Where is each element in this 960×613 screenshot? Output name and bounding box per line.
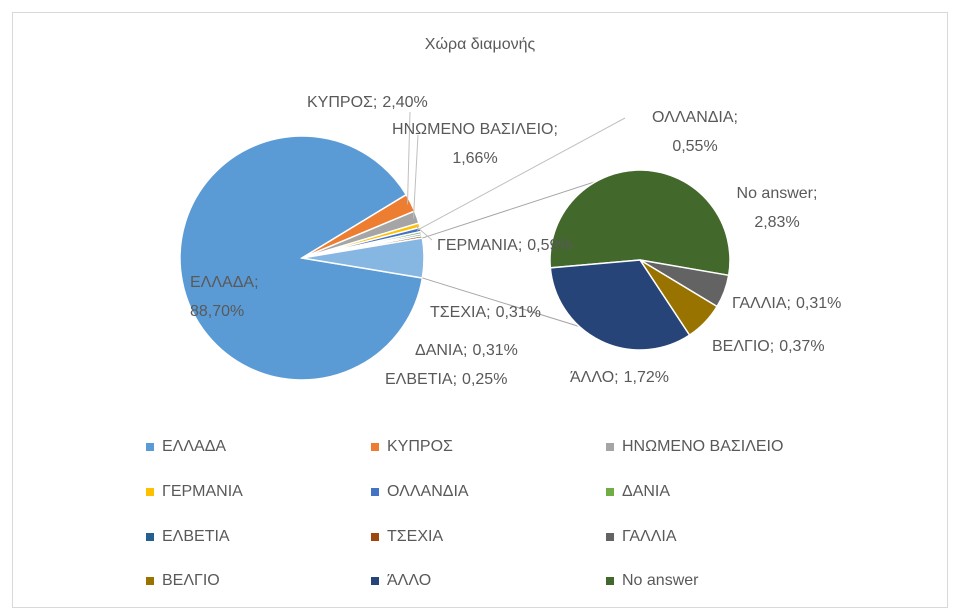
legend-label: ΕΛΒΕΤΙΑ [162,528,230,545]
legend-swatch [371,488,379,496]
label-value: 2,83% [754,214,799,231]
label-category: No answer [737,185,814,202]
legend-label: ΆΛΛΟ [387,572,431,589]
label-value: 0,31% [472,342,517,359]
label-separator: ; [373,94,377,111]
label-separator: ; [486,304,490,321]
label-separator: ; [554,121,558,138]
legend-swatch [146,488,154,496]
legend-label: ΤΣΕΧΙΑ [387,528,443,545]
data-label: ΤΣΕΧΙΑ; 0,31% [430,304,541,321]
legend-label: ΓΕΡΜΑΝΙΑ [162,483,243,500]
legend-swatch [606,533,614,541]
label-value: 0,31% [496,304,541,321]
legend-swatch [146,577,154,585]
leader-line [406,111,411,205]
label-value: 0,25% [462,371,507,388]
legend-label: No answer [622,572,699,589]
label-separator: ; [463,342,467,359]
legend-label: ΚΥΠΡΟΣ [387,438,453,455]
label-category: ΤΣΕΧΙΑ [430,304,486,321]
label-category: ΓΕΡΜΑΝΙΑ [437,237,518,254]
other-slice [301,237,425,279]
label-separator: ; [734,109,738,126]
label-category: ΆΛΛΟ [570,369,614,386]
label-category: ΓΑΛΛΙΑ [732,295,787,312]
label-value: 0,55% [672,138,717,155]
pie-slice [549,259,691,351]
label-separator: ; [770,338,774,355]
data-label: ΓΑΛΛΙΑ; 0,31% [732,295,841,312]
data-label: ΚΥΠΡΟΣ; 2,40% [307,94,428,111]
label-separator: ; [813,185,817,202]
legend-label: ΕΛΛΑΔΑ [162,438,226,455]
chart-frame [12,12,948,608]
label-separator: ; [614,369,618,386]
label-category: ΗΝΩΜΕΝΟ ΒΑΣΙΛΕΙΟ [392,121,553,138]
label-separator: ; [254,274,258,291]
label-category: ΟΛΛΑΝΔΙΑ [652,109,734,126]
label-value: 2,40% [382,94,427,111]
chart-title: Χώρα διαμονής [425,36,536,53]
label-category: ΕΛΒΕΤΙΑ [385,371,453,388]
data-label: ΗΝΩΜΕΝΟ ΒΑΣΙΛΕΙΟ; 1,66% [392,121,558,167]
label-value: 0,37% [779,338,824,355]
pie-slice [549,169,731,277]
data-label: ΔΑΝΙΑ; 0,31% [415,342,518,359]
data-label: ΆΛΛΟ; 1,72% [570,369,669,386]
data-label: No answer; 2,83% [737,185,818,231]
label-category: ΔΑΝΙΑ [415,342,463,359]
legend-swatch [371,533,379,541]
label-category: ΒΕΛΓΙΟ [712,338,770,355]
label-separator: ; [518,237,522,254]
leader-line [415,225,433,241]
label-separator: ; [787,295,791,312]
legend-label: ΓΑΛΛΙΑ [622,528,677,545]
legend-swatch [371,443,379,451]
legend-swatch [606,577,614,585]
data-label: ΕΛΛΑΔΑ; 88,70% [190,274,259,320]
leader-line [412,134,419,219]
label-category: ΚΥΠΡΟΣ [307,94,373,111]
label-value: 0,59% [527,237,572,254]
data-label: ΓΕΡΜΑΝΙΑ; 0,59% [437,237,573,254]
legend-swatch [146,533,154,541]
legend-label: ΟΛΛΑΝΔΙΑ [387,483,469,500]
label-value: 1,66% [452,150,497,167]
legend-swatch [606,443,614,451]
legend-swatch [606,488,614,496]
label-category: ΕΛΛΑΔΑ [190,274,254,291]
leader-line [416,117,626,231]
legend-swatch [371,577,379,585]
data-label: ΒΕΛΓΙΟ; 0,37% [712,338,825,355]
label-separator: ; [453,371,457,388]
legend-label: ΔΑΝΙΑ [622,483,670,500]
data-label: ΟΛΛΑΝΔΙΑ; 0,55% [652,109,738,155]
legend-label: ΒΕΛΓΙΟ [162,572,220,589]
data-label: ΕΛΒΕΤΙΑ; 0,25% [385,371,507,388]
label-value: 1,72% [624,369,669,386]
legend-swatch [146,443,154,451]
legend-label: ΗΝΩΜΕΝΟ ΒΑΣΙΛΕΙΟ [622,438,783,455]
pie-slice [179,135,424,381]
label-value: 0,31% [796,295,841,312]
label-value: 88,70% [190,303,244,320]
